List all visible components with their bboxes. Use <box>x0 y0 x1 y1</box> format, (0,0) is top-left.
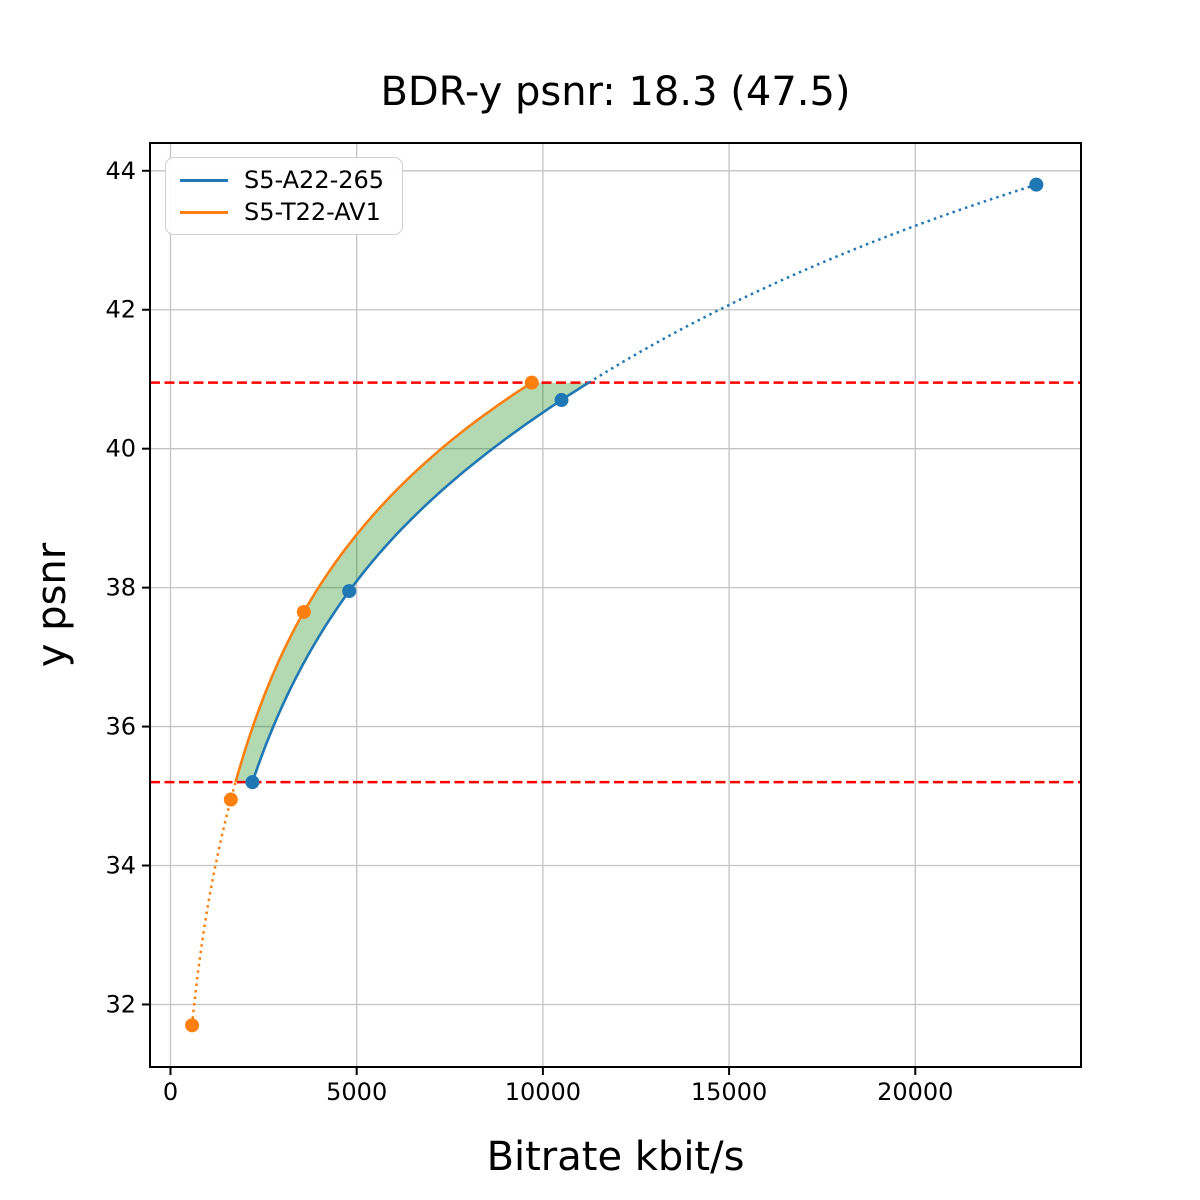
y-axis-label-text: y psnr <box>29 542 75 668</box>
data-point-marker <box>554 393 569 408</box>
legend-label: S5-T22-AV1 <box>244 198 381 226</box>
legend-line-swatch <box>180 210 228 214</box>
x-tick-label: 15000 <box>691 1078 767 1106</box>
legend-entry: S5-A22-265 <box>166 168 402 192</box>
x-axis-label: Bitrate kbit/s <box>486 1134 745 1180</box>
x-tick-label: 10000 <box>505 1078 581 1106</box>
y-tick-label: 38 <box>105 574 136 602</box>
chart-title: BDR-y psnr: 18.3 (47.5) <box>380 69 851 115</box>
data-point-marker <box>245 775 260 790</box>
data-point-marker <box>524 375 539 390</box>
x-tick-label: 20000 <box>877 1078 953 1106</box>
axes-spines <box>149 142 1082 1068</box>
bd-interval-fill <box>235 382 589 783</box>
data-point-marker <box>223 792 238 807</box>
legend: S5-A22-265 S5-T22-AV1 <box>165 157 403 235</box>
y-tick-label: 34 <box>105 852 136 880</box>
x-tick-label: 0 <box>163 1078 178 1106</box>
y-tick-label: 36 <box>105 713 136 741</box>
data-point-marker <box>185 1018 200 1033</box>
legend-entry: S5-T22-AV1 <box>166 200 402 224</box>
data-point-marker <box>342 584 357 599</box>
series-curve-dotted <box>190 781 237 1026</box>
data-point-marker <box>1029 177 1044 192</box>
x-tick-label: 5000 <box>326 1078 387 1106</box>
legend-line-swatch <box>180 178 228 182</box>
series-curve-solid <box>251 381 590 783</box>
data-point-marker <box>296 604 311 619</box>
y-tick-label: 42 <box>105 296 136 324</box>
y-tick-label: 32 <box>105 990 136 1018</box>
series-curve-solid <box>234 381 533 783</box>
y-tick-label: 40 <box>105 435 136 463</box>
y-tick-label: 44 <box>105 157 136 185</box>
legend-label: S5-A22-265 <box>244 166 385 194</box>
series-curve-dotted <box>587 183 1037 384</box>
